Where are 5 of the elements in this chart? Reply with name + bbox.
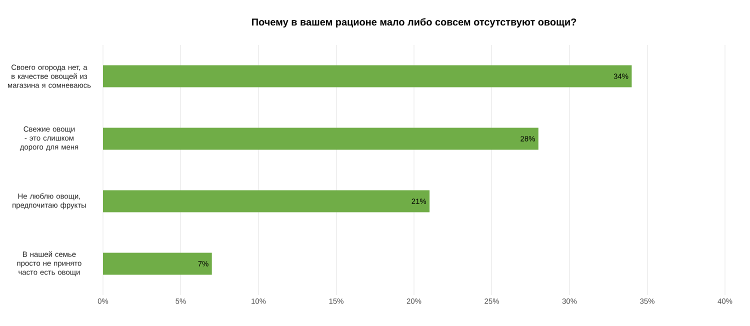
bar <box>103 190 430 212</box>
bar <box>103 65 632 88</box>
bar <box>103 252 212 275</box>
bar <box>103 128 538 150</box>
chart-title: Почему в вашем рационе мало либо совсем отсутствуют овощи? <box>252 18 576 28</box>
